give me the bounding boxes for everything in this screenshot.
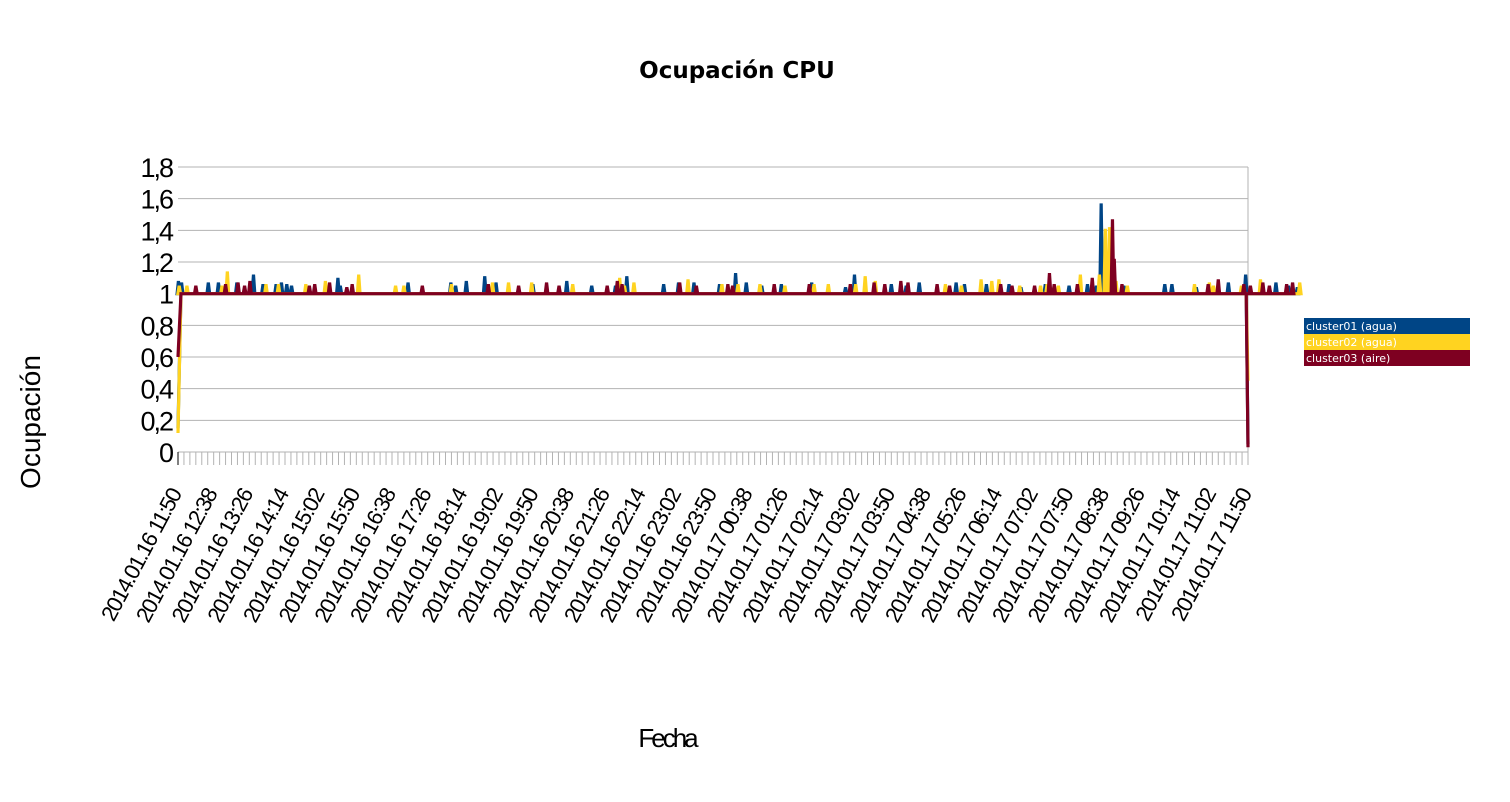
legend-swatch	[1304, 350, 1470, 366]
y-tick-label: 0,2	[140, 406, 173, 436]
x-axis-ticks	[177, 452, 1249, 465]
legend-swatch	[1304, 318, 1470, 334]
legend-swatch	[1304, 334, 1470, 350]
y-tick-label: 0,8	[140, 311, 173, 341]
legend-label: cluster02 (agua)	[1306, 336, 1397, 349]
series-line-cluster03-aire-	[176, 219, 1296, 448]
y-tick-label: 1,8	[140, 153, 173, 183]
legend: cluster01 (agua) cluster02 (agua) cluster0…	[1304, 318, 1470, 366]
chart-title: Ocupación CPU	[639, 58, 835, 84]
y-tick-label: 1,6	[140, 185, 173, 215]
legend-label: cluster01 (agua)	[1306, 320, 1397, 333]
y-tick-label: 1,4	[140, 216, 174, 246]
y-tick-label: 1,2	[140, 248, 173, 278]
series-lines	[175, 203, 1303, 448]
legend-label: cluster03 (aire)	[1306, 352, 1390, 365]
gridlines	[178, 166, 1249, 453]
y-axis-tick-labels: 00,20,40,60,811,21,41,61,8	[140, 153, 176, 468]
series-line-cluster01-agua-	[175, 203, 1301, 445]
y-tick-label: 1	[159, 280, 173, 310]
y-axis-title: Ocupación	[15, 355, 46, 489]
series-line-cluster02-agua-	[175, 227, 1303, 434]
x-axis-title: Fecha	[638, 723, 699, 753]
y-tick-label: 0,6	[140, 343, 173, 373]
y-tick-label: 0	[159, 438, 173, 468]
y-tick-label: 0,4	[140, 375, 174, 405]
